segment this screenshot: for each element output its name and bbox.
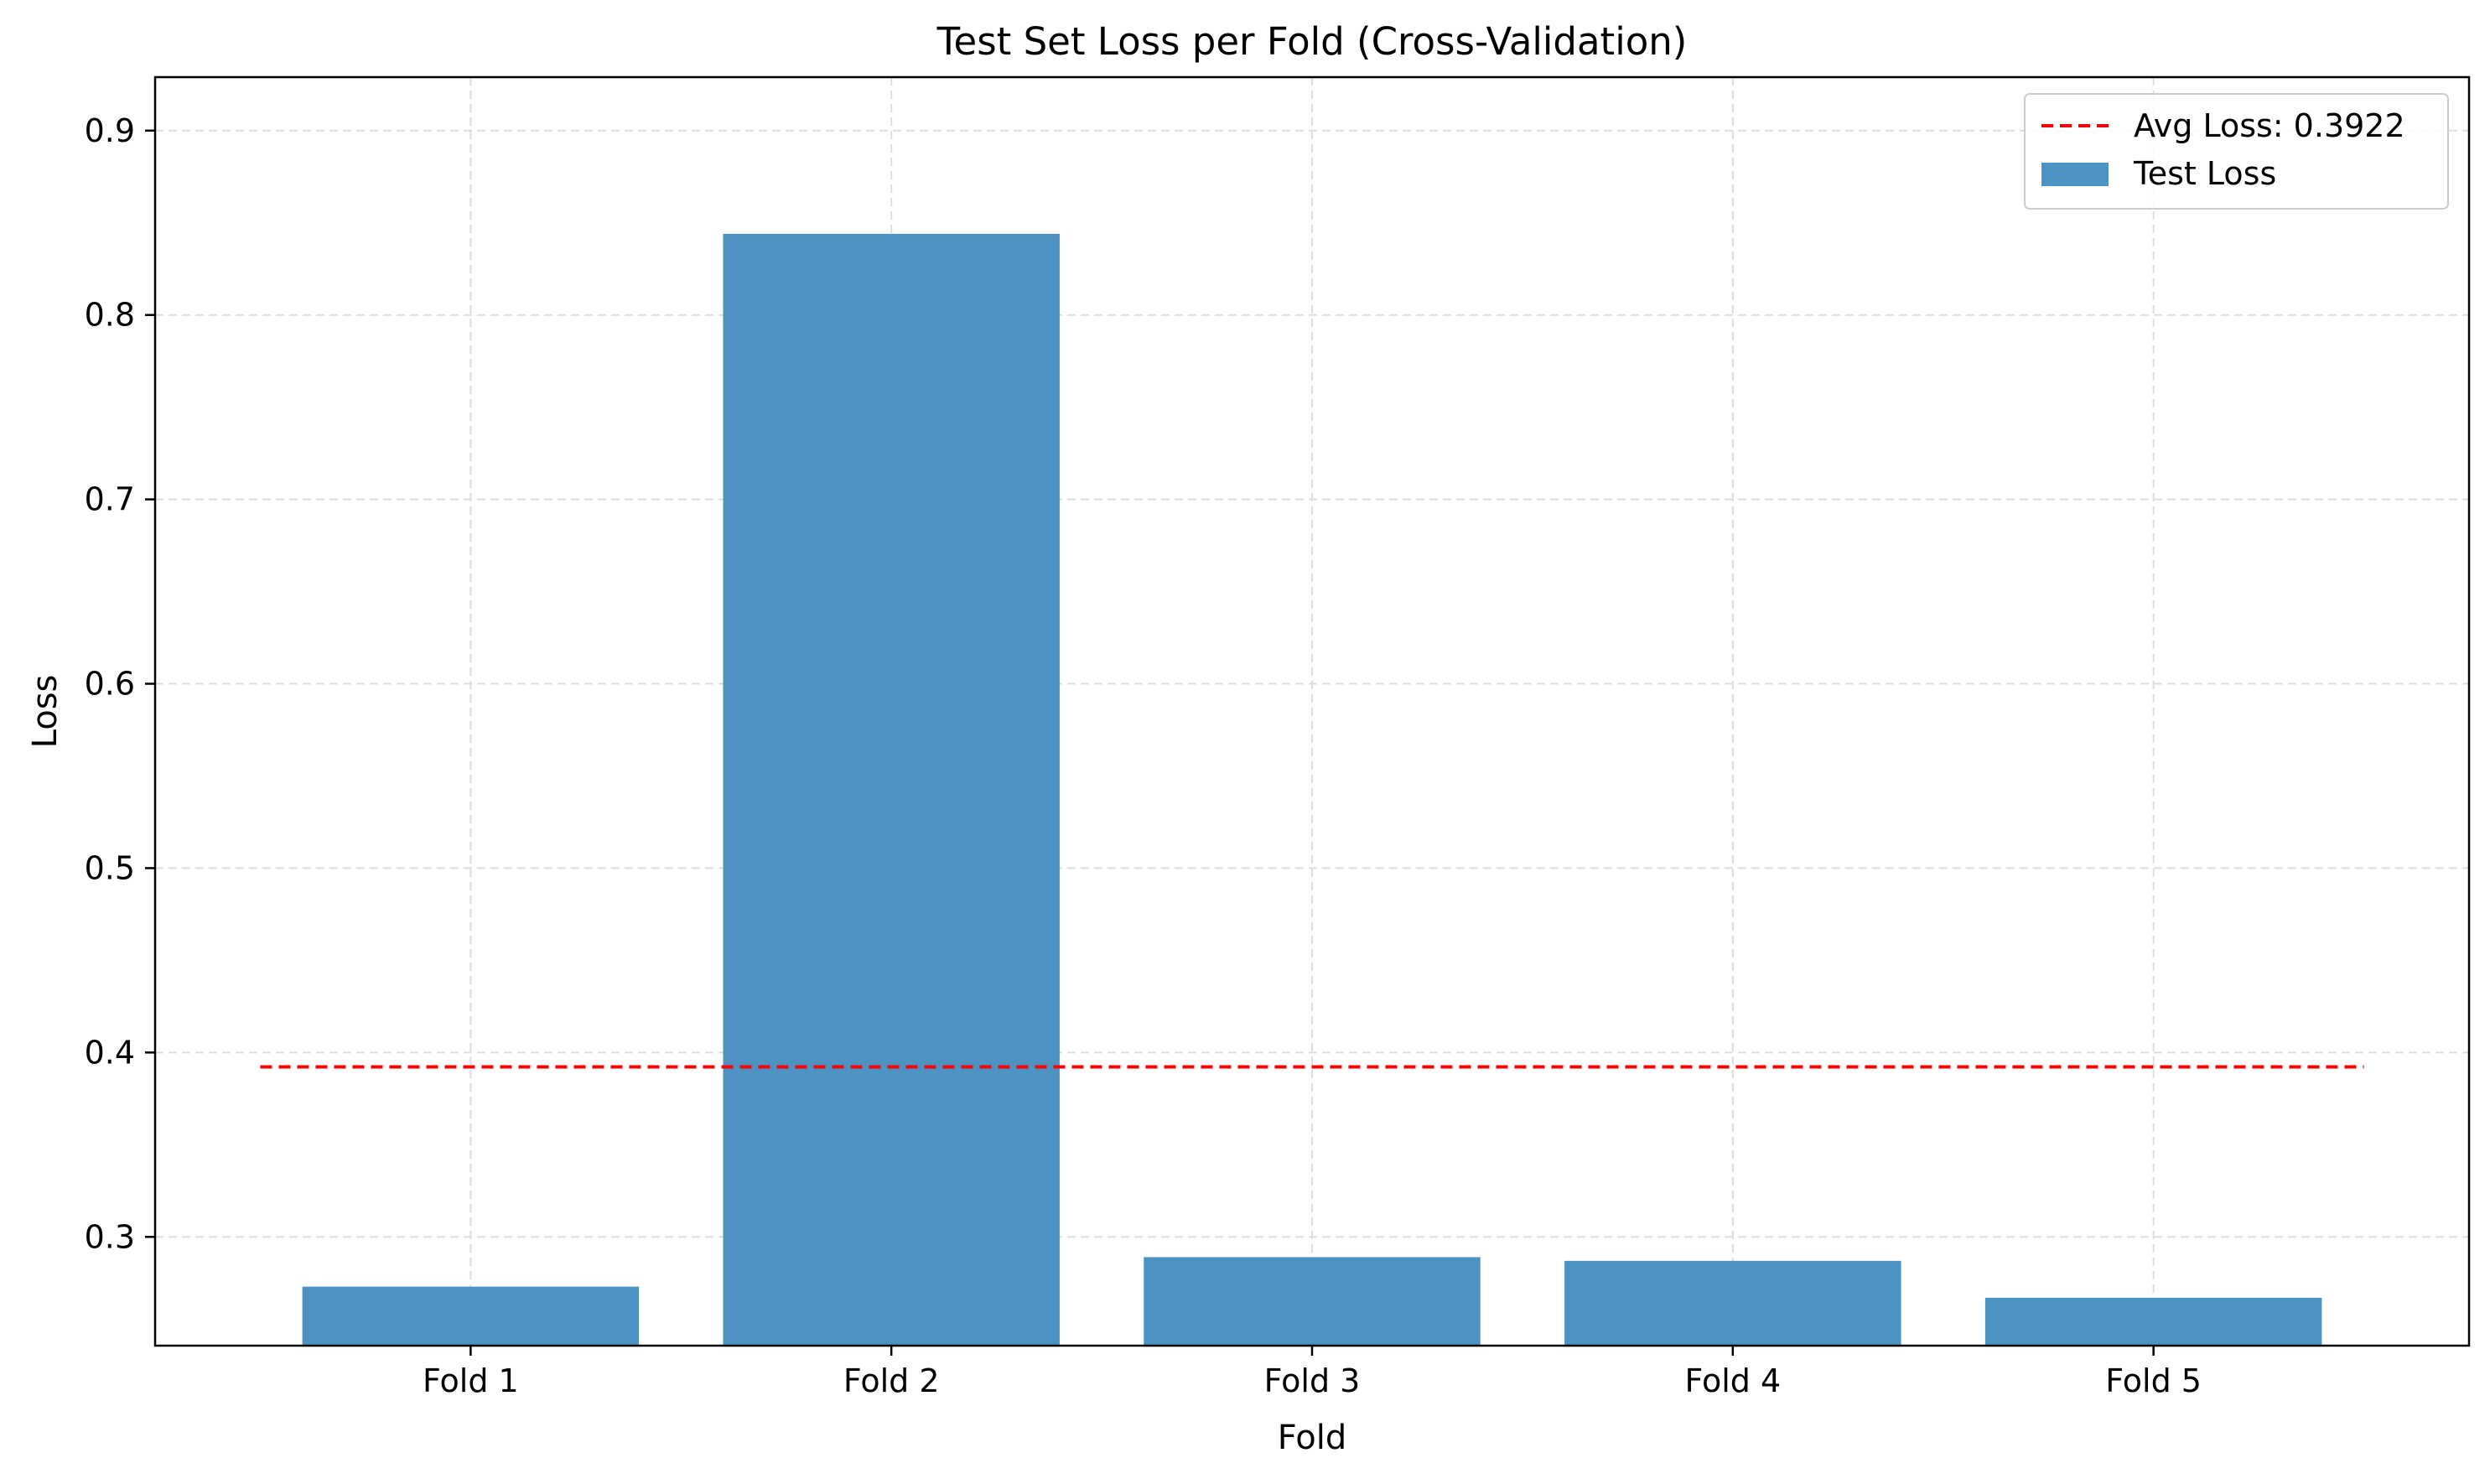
- bar-fold-2: [723, 233, 1060, 1346]
- legend-label-avg-loss: Avg Loss: 0.3922: [2134, 107, 2405, 144]
- x-tick-label: Fold 3: [1264, 1362, 1361, 1399]
- x-tick-label: Fold 1: [423, 1362, 519, 1399]
- y-tick-label: 0.8: [85, 297, 135, 334]
- bar-fold-1: [302, 1286, 640, 1346]
- y-tick-label: 0.4: [85, 1034, 135, 1071]
- x-tick-label: Fold 5: [2105, 1362, 2202, 1399]
- x-axis-title: Fold: [1278, 1419, 1347, 1457]
- x-tick-label: Fold 2: [843, 1362, 940, 1399]
- y-tick-label: 0.6: [85, 666, 135, 703]
- y-axis-title: Loss: [26, 675, 65, 749]
- bar-fold-4: [1564, 1260, 1901, 1346]
- bar-fold-5: [1984, 1297, 2322, 1346]
- y-tick-label: 0.9: [85, 112, 135, 149]
- legend-swatch-test-loss: [2041, 163, 2109, 186]
- bars: [302, 233, 2322, 1346]
- legend: Avg Loss: 0.3922 Test Loss: [2024, 93, 2449, 210]
- legend-box: [2024, 93, 2449, 210]
- x-tick-label: Fold 4: [1684, 1362, 1781, 1399]
- y-tick-label: 0.3: [85, 1218, 135, 1255]
- x-axis: Fold 1 Fold 2 Fold 3 Fold 4 Fold 5: [423, 1346, 2202, 1399]
- y-axis: 0.3 0.4 0.5 0.6 0.7 0.8 0.9: [85, 112, 155, 1255]
- y-tick-label: 0.5: [85, 849, 135, 886]
- legend-label-test-loss: Test Loss: [2133, 155, 2276, 192]
- chart-title: Test Set Loss per Fold (Cross-Validation…: [936, 19, 1688, 64]
- y-tick-label: 0.7: [85, 481, 135, 518]
- bar-fold-3: [1144, 1257, 1481, 1346]
- grid: [155, 77, 2469, 1346]
